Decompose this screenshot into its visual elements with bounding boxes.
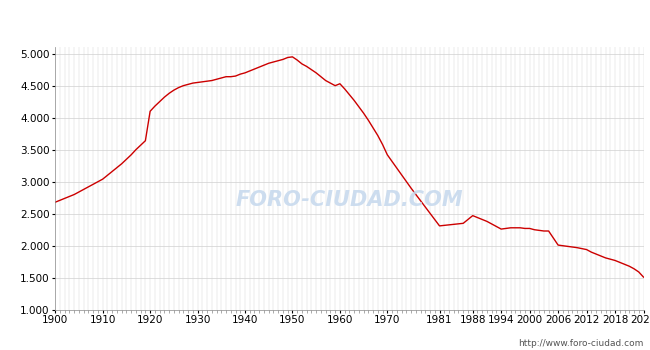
Text: FORO-CIUDAD.COM: FORO-CIUDAD.COM <box>235 189 463 210</box>
Text: http://www.foro-ciudad.com: http://www.foro-ciudad.com <box>518 339 644 348</box>
Text: Serradilla (Municipio) - Evolucion del numero de Habitantes: Serradilla (Municipio) - Evolucion del n… <box>107 13 543 28</box>
